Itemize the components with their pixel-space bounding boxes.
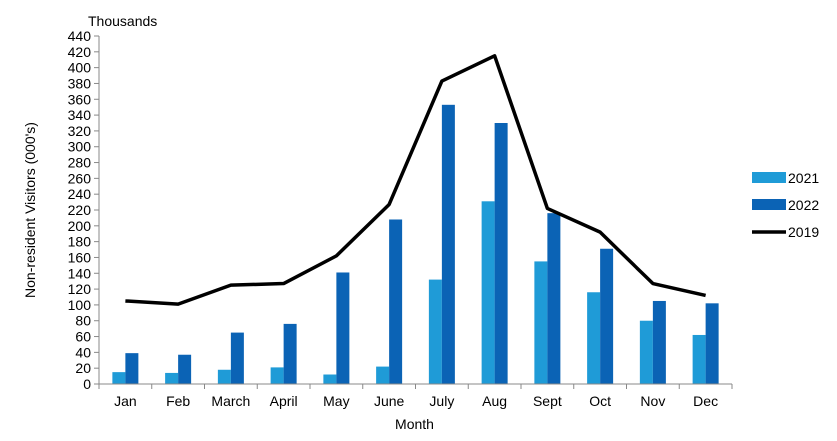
x-tick-label: March [211, 393, 250, 409]
x-tick-label: April [270, 393, 298, 409]
bar-2021-jan [112, 372, 126, 384]
x-tick-label: Aug [482, 393, 507, 409]
y-tick-label: 140 [68, 265, 92, 281]
line-2019 [125, 54, 707, 306]
y-tick-label: 400 [68, 60, 92, 76]
y-tick-label: 200 [68, 218, 92, 234]
legend-swatch-2022 [752, 199, 786, 210]
legend-label-2019: 2019 [788, 224, 819, 240]
bar-2021-june [376, 366, 390, 384]
legend-label-2021: 2021 [788, 170, 819, 186]
x-tick-label: Nov [640, 393, 665, 409]
y-axis-title: Non-resident Visitors (000's) [22, 122, 38, 298]
y-tick-label: 420 [68, 44, 92, 60]
bar-2022-aug [494, 123, 508, 384]
y-tick-label: 380 [68, 75, 92, 91]
bar-2021-july [428, 279, 442, 384]
y-tick-label: 40 [75, 344, 91, 360]
y-tick-label: 0 [83, 376, 91, 392]
bar-2022-june [389, 219, 403, 384]
bar-2022-feb [178, 354, 192, 384]
y-tick-label: 220 [68, 202, 92, 218]
x-tick-label: Jan [114, 393, 137, 409]
bar-2022-july [441, 104, 455, 385]
y-tick-label: 360 [68, 91, 92, 107]
bar-2021-feb [165, 372, 179, 384]
y-tick-label: 20 [75, 360, 91, 376]
bar-2022-sept [547, 213, 561, 384]
bar-2021-april [270, 367, 284, 384]
y-tick-label: 100 [68, 297, 92, 313]
bar-2021-march [217, 369, 231, 384]
y-tick-label: 320 [68, 123, 92, 139]
legend-swatch-2021 [752, 172, 786, 183]
y-unit-label: Thousands [88, 13, 157, 29]
y-tick-label: 80 [75, 313, 91, 329]
x-axis: Jan Feb March April May June July Aug Sept Oct Nov… [98, 383, 733, 409]
bar-2022-jan [125, 353, 139, 384]
x-tick-label: Feb [166, 393, 190, 409]
bar-2021-oct [587, 292, 601, 384]
y-tick-label: 280 [68, 155, 92, 171]
x-tick-label: Dec [693, 393, 718, 409]
x-tick-label: Sept [533, 393, 562, 409]
bar-2022-nov [652, 300, 666, 384]
legend: 2021 2022 2019 [752, 170, 819, 240]
y-tick-label: 60 [75, 329, 91, 345]
y-tick-label: 300 [68, 139, 92, 155]
line-series [125, 54, 707, 306]
y-tick-label: 160 [68, 249, 92, 265]
bar-2021-aug [481, 201, 495, 384]
bar-2021-dec [692, 334, 706, 384]
y-tick-label: 120 [68, 281, 92, 297]
x-tick-label: July [429, 393, 454, 409]
bar-2022-oct [600, 248, 614, 384]
x-tick-label: June [374, 393, 405, 409]
bar-series [112, 104, 719, 385]
y-tick-label: 180 [68, 234, 92, 250]
y-axis: 0204060801001201401601802002202402602803… [68, 28, 100, 392]
x-tick-label: May [323, 393, 349, 409]
x-tick-label: Oct [589, 393, 611, 409]
bar-2021-sept [534, 261, 548, 384]
legend-label-2022: 2022 [788, 197, 819, 213]
y-tick-label: 440 [68, 28, 92, 44]
y-tick-label: 340 [68, 107, 92, 123]
y-tick-label: 240 [68, 186, 92, 202]
bar-2022-dec [705, 303, 719, 384]
bar-2021-may [323, 374, 337, 384]
x-axis-title: Month [395, 416, 434, 432]
bar-2022-april [283, 323, 297, 384]
bar-2022-march [230, 332, 244, 384]
bar-2022-may [336, 272, 350, 384]
y-tick-label: 260 [68, 170, 92, 186]
bar-2021-nov [639, 320, 653, 384]
